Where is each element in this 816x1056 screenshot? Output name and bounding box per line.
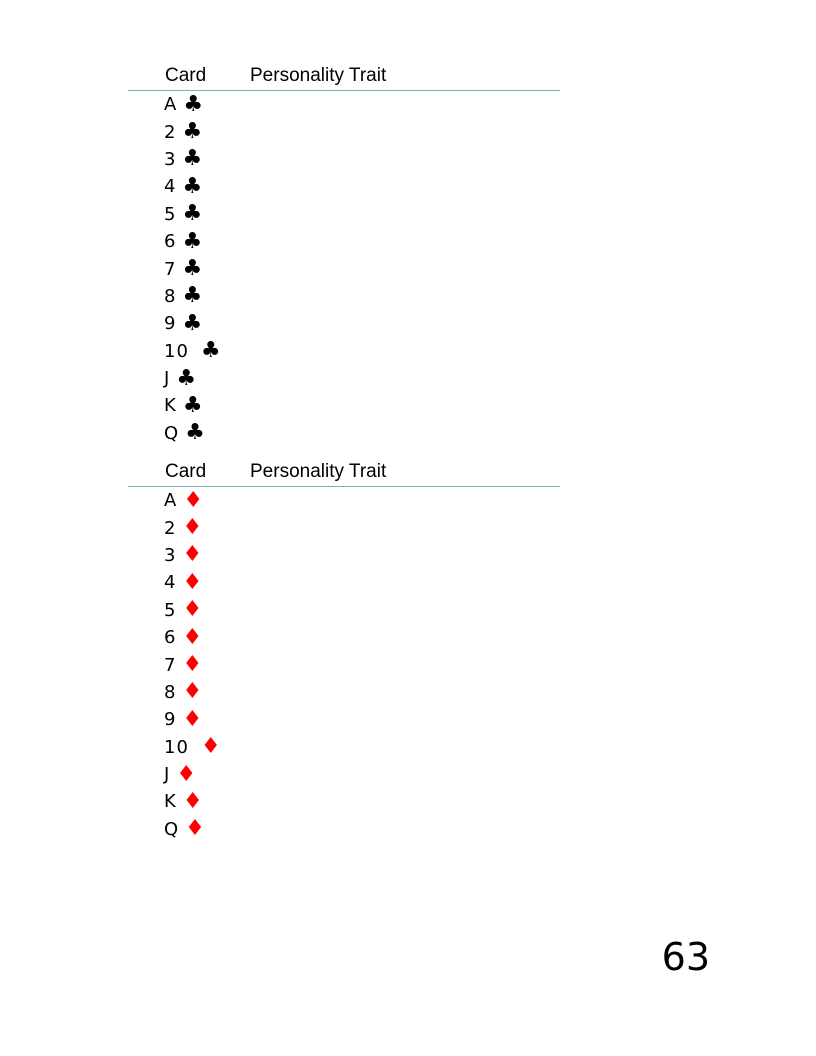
card-row: 8 ♦ xyxy=(128,679,560,706)
diamond-suit-icon: ♦ xyxy=(182,515,203,541)
card-row: 4 ♣ xyxy=(128,173,560,200)
club-suit-icon: ♣ xyxy=(182,228,203,254)
card-row: K ♦ xyxy=(128,788,560,815)
diamond-suit-icon: ♦ xyxy=(176,761,197,787)
card-column-header: Card xyxy=(165,461,207,482)
diamond-suit-icon: ♦ xyxy=(182,788,203,814)
club-suit-icon: ♣ xyxy=(182,310,203,336)
card-row: 9 ♣ xyxy=(128,310,560,337)
card-rank: A xyxy=(164,94,178,116)
club-suit-icon: ♣ xyxy=(200,338,221,364)
card-rank: J xyxy=(164,368,171,390)
card-row: K ♣ xyxy=(128,392,560,419)
card-row: 10 ♣ xyxy=(128,338,560,365)
diamonds-table: Card Personality Trait A ♦ 2 ♦ 3 ♦ 4 ♦ 5 ♦ 6 ♦ 7 ♦ 8 ♦ 9… xyxy=(128,456,560,843)
table-header: Card Personality Trait xyxy=(128,60,560,91)
personality-trait-column-header: Personality Trait xyxy=(250,65,387,86)
card-rank: 2 xyxy=(164,517,177,539)
card-row: 3 ♦ xyxy=(128,542,560,569)
card-rank: J xyxy=(164,764,171,786)
diamond-suit-icon: ♦ xyxy=(182,652,203,678)
club-suit-icon: ♣ xyxy=(182,392,203,418)
diamond-suit-icon: ♦ xyxy=(182,624,203,650)
page-number: 63 xyxy=(661,935,710,979)
clubs-table: Card Personality Trait A ♣ 2 ♣ 3 ♣ 4 ♣ 5 ♣ 6 ♣ 7 ♣ 8 ♣ 9… xyxy=(128,60,560,447)
card-row: A ♦ xyxy=(128,487,560,514)
card-rank: 4 xyxy=(164,572,177,594)
card-row: 6 ♣ xyxy=(128,228,560,255)
club-suit-icon: ♣ xyxy=(182,283,203,309)
diamond-suit-icon: ♦ xyxy=(183,487,204,513)
diamond-suit-icon: ♦ xyxy=(182,597,203,623)
card-list: A ♦ 2 ♦ 3 ♦ 4 ♦ 5 ♦ 6 ♦ 7 ♦ 8 ♦ 9 ♦ 10 ♦ J ♦ K ♦ Q ♦ xyxy=(128,487,560,843)
card-rank: 5 xyxy=(164,599,177,621)
card-column-header: Card xyxy=(165,65,207,86)
card-rank: 3 xyxy=(164,544,177,566)
card-row: 6 ♦ xyxy=(128,624,560,651)
card-row: 8 ♣ xyxy=(128,283,560,310)
card-row: 4 ♦ xyxy=(128,569,560,596)
card-rank: 3 xyxy=(164,148,177,170)
card-row: 9 ♦ xyxy=(128,706,560,733)
card-row: 5 ♦ xyxy=(128,597,560,624)
card-rank: 9 xyxy=(164,313,177,335)
card-row: A ♣ xyxy=(128,91,560,118)
card-rank: A xyxy=(164,490,178,512)
table-header: Card Personality Trait xyxy=(128,456,560,487)
card-rank: 6 xyxy=(164,231,177,253)
card-row: 5 ♣ xyxy=(128,201,560,228)
card-row: 10 ♦ xyxy=(128,734,560,761)
diamond-suit-icon: ♦ xyxy=(182,542,203,568)
card-row: Q ♣ xyxy=(128,420,560,447)
card-row: J ♦ xyxy=(128,761,560,788)
card-rank: 4 xyxy=(164,176,177,198)
card-row: 7 ♦ xyxy=(128,651,560,678)
card-row: 7 ♣ xyxy=(128,255,560,282)
club-suit-icon: ♣ xyxy=(176,365,197,391)
card-rank: K xyxy=(164,395,177,417)
card-rank: Q xyxy=(164,422,180,444)
card-row: 2 ♣ xyxy=(128,118,560,145)
club-suit-icon: ♣ xyxy=(185,420,205,446)
card-rank: K xyxy=(164,791,177,813)
card-rank: 5 xyxy=(164,203,177,225)
card-rank: 7 xyxy=(164,654,177,676)
diamond-suit-icon: ♦ xyxy=(185,816,205,842)
club-suit-icon: ♣ xyxy=(182,201,203,227)
card-rank: 9 xyxy=(164,709,177,731)
club-suit-icon: ♣ xyxy=(182,256,203,282)
card-row: Q ♦ xyxy=(128,816,560,843)
card-rank: 8 xyxy=(164,285,177,307)
diamond-suit-icon: ♦ xyxy=(182,706,203,732)
card-rank: Q xyxy=(164,818,180,840)
club-suit-icon: ♣ xyxy=(182,119,203,145)
card-row: 3 ♣ xyxy=(128,146,560,173)
card-row: 2 ♦ xyxy=(128,514,560,541)
club-suit-icon: ♣ xyxy=(182,146,203,172)
card-rank: 7 xyxy=(164,258,177,280)
club-suit-icon: ♣ xyxy=(182,173,203,199)
card-rank: 10 xyxy=(164,340,189,362)
diamond-suit-icon: ♦ xyxy=(200,734,221,760)
card-rank: 10 xyxy=(164,736,189,758)
diamond-suit-icon: ♦ xyxy=(182,679,203,705)
personality-trait-column-header: Personality Trait xyxy=(250,461,387,482)
club-suit-icon: ♣ xyxy=(183,91,204,117)
card-rank: 2 xyxy=(164,121,177,143)
card-row: J ♣ xyxy=(128,365,560,392)
card-rank: 6 xyxy=(164,627,177,649)
diamond-suit-icon: ♦ xyxy=(182,569,203,595)
card-rank: 8 xyxy=(164,681,177,703)
card-list: A ♣ 2 ♣ 3 ♣ 4 ♣ 5 ♣ 6 ♣ 7 ♣ 8 ♣ 9 ♣ 10 ♣ J ♣ K ♣ Q ♣ xyxy=(128,91,560,447)
